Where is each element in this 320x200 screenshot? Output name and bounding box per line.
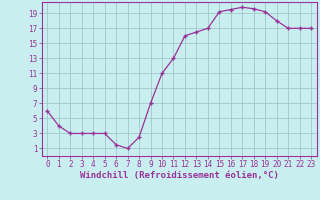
X-axis label: Windchill (Refroidissement éolien,°C): Windchill (Refroidissement éolien,°C)	[80, 171, 279, 180]
